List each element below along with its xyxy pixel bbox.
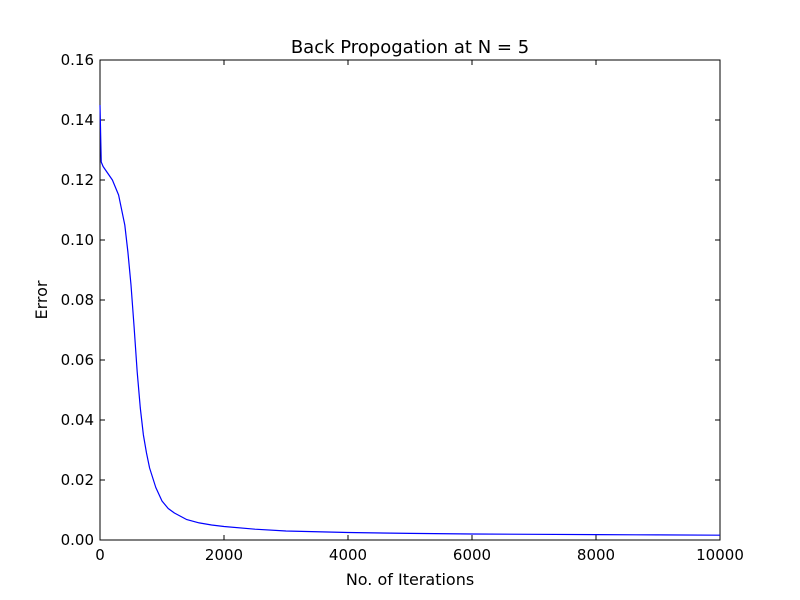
y-tick-label: 0.16 (61, 51, 94, 69)
x-axis-label: No. of Iterations (346, 570, 474, 589)
x-tick-label: 10000 (696, 546, 744, 564)
plot-area: 0 2000 4000 6000 8000 10000 0.000.020.040.060… (61, 51, 744, 564)
y-axis-label: Error (32, 280, 51, 319)
y-axis-ticks: 0.00 0.02 0.04 0.06 0.08 0.10 0.12 0.14 0.16 (61, 51, 720, 549)
x-tick-label: 6000 (453, 546, 491, 564)
series-line (99, 104, 721, 536)
x-tick-label: 4000 (329, 546, 367, 564)
x-tick-label: 2000 (205, 546, 243, 564)
y-tick-label: 0.02 (61, 471, 94, 489)
y-tick-label: 0.12 (61, 171, 94, 189)
y-tick-label: 0.04 (61, 411, 94, 429)
x-axis-ticks: 0 2000 4000 6000 8000 10000 (95, 60, 744, 564)
y-tick-label: 0.00 (61, 531, 94, 549)
plot-frame (99, 59, 721, 541)
y-tick-label: 0.10 (61, 231, 94, 249)
y-tick-label: 0.14 (61, 111, 94, 129)
chart-title: Back Propogation at N = 5 (291, 37, 529, 58)
series-layer (99, 104, 721, 536)
y-tick-label: 0.06 (61, 351, 94, 369)
y-tick-label: 0.08 (61, 291, 94, 309)
x-tick-label: 8000 (577, 546, 615, 564)
x-tick-label: 0 (95, 546, 105, 564)
